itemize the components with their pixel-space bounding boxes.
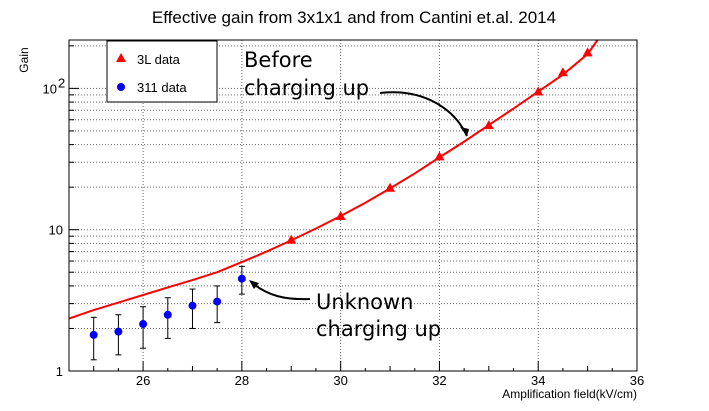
x-tick-label: 28 [235, 373, 249, 388]
legend-box [106, 40, 218, 103]
legend: 3L data 311 data [106, 40, 218, 103]
x-axis-label: Amplification field(kV/cm) [502, 387, 637, 401]
data-point-3l [286, 234, 297, 244]
data-point-3l [385, 182, 396, 192]
data-markers [89, 47, 593, 339]
annotation-unknown-line1: Unknown [316, 290, 413, 314]
plot-frame [68, 39, 638, 372]
data-point-3l [483, 120, 494, 130]
data-point-311 [114, 327, 123, 336]
y-axis-label: Gain [17, 47, 31, 72]
annotation-unknown-arrow [250, 281, 311, 301]
data-point-3l [557, 67, 568, 77]
annotation-before-arrow [379, 91, 468, 137]
data-point-311 [188, 301, 197, 310]
data-point-311 [163, 310, 172, 319]
data-point-311 [89, 330, 98, 339]
annotation-before-arrowhead [460, 127, 469, 136]
data-point-3l [335, 210, 346, 220]
x-tick-label: 36 [630, 373, 644, 388]
annotations: Before charging up Unknown charging up [244, 48, 469, 341]
legend-label: 311 data [137, 80, 187, 95]
x-tick-label: 32 [432, 373, 446, 388]
y-tick-label: 10 [49, 223, 63, 238]
y-tick-label: 1 [56, 364, 63, 379]
legend-marker-circle [117, 83, 125, 91]
y-tick-label: 10 [43, 81, 57, 96]
annotation-before-line1: Before [244, 48, 313, 72]
data-point-3l [582, 47, 593, 57]
legend-marker-triangle [116, 53, 126, 62]
data-point-311 [213, 297, 222, 306]
data-point-311 [237, 274, 246, 283]
legend-label: 3L data [137, 52, 181, 67]
data-point-311 [139, 320, 148, 329]
x-tick-label: 26 [136, 373, 150, 388]
chart-title: Effective gain from 3x1x1 and from Canti… [152, 8, 556, 27]
annotation-unknown-line2: charging up [316, 317, 441, 341]
x-tick-label: 34 [531, 373, 545, 388]
annotation-unknown-arrowhead [249, 280, 259, 289]
x-tick-label: 30 [333, 373, 347, 388]
data-point-3l [533, 86, 544, 96]
annotation-before-line2: charging up [244, 76, 369, 100]
data-point-3l [434, 151, 445, 161]
y-tick-exponent: 2 [58, 75, 65, 90]
